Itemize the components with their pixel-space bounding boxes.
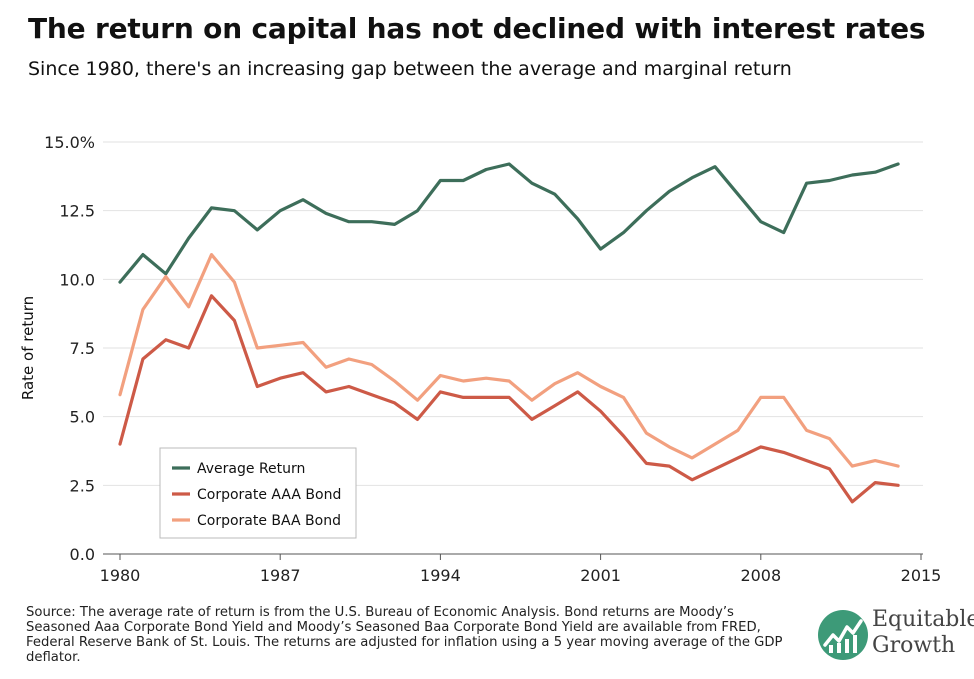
legend-label: Average Return — [197, 461, 305, 477]
series-lines — [118, 162, 900, 504]
x-axis-ticks: 1980 1987 1994 2001 2008 2015 — [100, 554, 942, 585]
y-axis-label: Rate of return — [19, 296, 37, 400]
x-tick-label: 2008 — [740, 566, 781, 585]
legend-box — [159, 447, 357, 539]
logo-text-growth: Growth — [872, 633, 956, 658]
equitable-growth-logo: Equitable Growth — [815, 603, 974, 667]
x-tick-label: 2001 — [580, 566, 621, 585]
legend: Average Return Corporate AAA Bond Corporat… — [159, 447, 357, 539]
y-tick-label: 7.5 — [70, 339, 95, 358]
series-line-average-return — [118, 162, 900, 284]
y-tick-label: 5.0 — [70, 408, 95, 427]
growth-chart-icon — [818, 610, 868, 660]
series-line-corporate-aaa-bond — [118, 294, 900, 504]
x-tick-label: 1987 — [260, 566, 301, 585]
y-tick-label: 15.0% — [44, 133, 95, 152]
y-tick-label: 2.5 — [70, 476, 95, 495]
legend-label: Corporate AAA Bond — [197, 487, 341, 503]
legend-label: Corporate BAA Bond — [197, 513, 341, 529]
y-tick-label: 10.0 — [59, 270, 95, 289]
series-line-corporate-baa-bond — [118, 253, 900, 468]
source-note: Source: The average rate of return is fr… — [26, 605, 783, 665]
logo-text-equitable: Equitable — [872, 607, 974, 632]
y-tick-label: 0.0 — [70, 545, 95, 564]
gridlines — [103, 141, 923, 555]
x-tick-label: 2015 — [901, 566, 942, 585]
x-tick-label: 1994 — [420, 566, 461, 585]
x-tick-label: 1980 — [100, 566, 141, 585]
chart-subtitle: Since 1980, there's an increasing gap be… — [28, 58, 792, 80]
y-tick-label: 12.5 — [59, 202, 95, 221]
chart-title: The return on capital has not declined w… — [28, 12, 926, 45]
y-axis-ticks: 0.0 2.5 5.0 7.5 10.0 12.5 15.0% — [44, 133, 95, 564]
